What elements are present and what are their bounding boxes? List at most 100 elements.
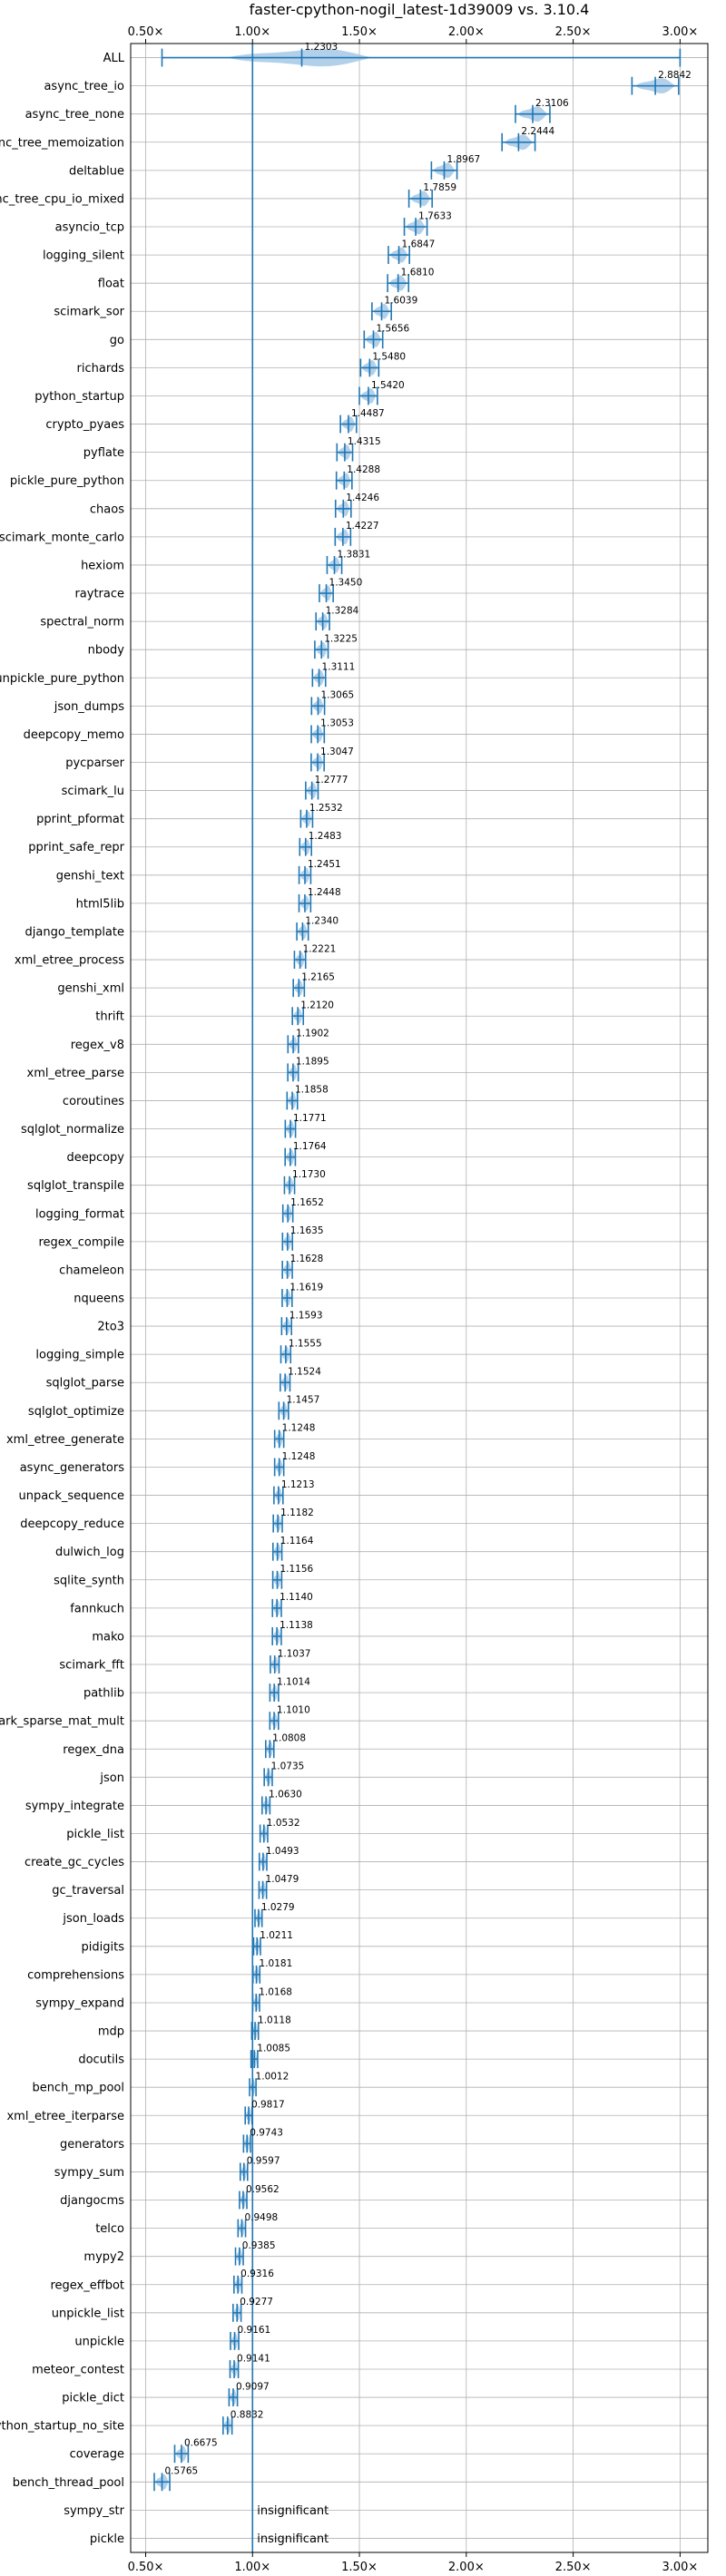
benchmark-label: deepcopy_memo: [24, 728, 124, 742]
benchmark-label: sympy_str: [64, 2504, 124, 2518]
benchmark-label: coroutines: [63, 1095, 124, 1108]
value-label: 1.5420: [371, 380, 405, 391]
plot-frame: [130, 43, 709, 2553]
value-label: 1.1764: [293, 1141, 327, 1152]
value-label: 1.1524: [288, 1367, 321, 1378]
value-label: 1.1858: [295, 1085, 329, 1096]
benchmark-label: html5lib: [76, 897, 124, 911]
benchmark-label: python_startup: [34, 390, 124, 404]
value-label: 2.3106: [535, 98, 569, 109]
grid-lines: [131, 44, 708, 2552]
benchmark-label: go: [110, 334, 124, 347]
value-label: 1.0479: [266, 1874, 299, 1885]
benchmark-label: async_generators: [20, 1461, 125, 1475]
benchmark-label: regex_effbot: [50, 2278, 124, 2292]
value-label: 1.1902: [296, 1029, 329, 1039]
value-label: 1.1037: [278, 1648, 311, 1659]
benchmark-label: deltablue: [69, 164, 124, 178]
benchmark-label: pickle: [90, 2532, 124, 2546]
benchmark-label: xml_etree_parse: [27, 1067, 124, 1080]
value-label: 0.9597: [247, 2156, 280, 2167]
value-label: 1.3225: [324, 633, 358, 644]
tick-label-top: 1.00×: [234, 25, 270, 39]
value-label: 1.3450: [329, 577, 363, 588]
benchmark-label: sqlite_synth: [54, 1574, 124, 1587]
benchmark-label: pycparser: [65, 756, 124, 770]
benchmark-label: sqlglot_parse: [46, 1377, 124, 1390]
benchmark-label: chaos: [90, 503, 124, 516]
benchmark-label: scimark_fft: [59, 1659, 124, 1673]
tick-label-bottom: 2.50×: [555, 2561, 592, 2574]
chart-title: faster-cpython-nogil_latest-1d39009 vs. …: [250, 1, 590, 19]
benchmark-label: regex_v8: [71, 1039, 124, 1052]
benchmark-label: async_tree_memoization: [0, 136, 124, 150]
benchmark-label: sympy_sum: [54, 2166, 124, 2180]
benchmark-label: unpickle: [74, 2335, 124, 2348]
benchmark-label: chameleon: [59, 1264, 124, 1277]
tick-label-bottom: 0.50×: [128, 2561, 164, 2574]
value-label: 0.9277: [240, 2297, 273, 2308]
benchmark-label: regex_compile: [38, 1235, 124, 1249]
benchmark-label: scimark_sor: [54, 306, 124, 319]
benchmark-label: scimark_sparse_mat_mult: [0, 1715, 124, 1729]
benchmark-label: sqlglot_transpile: [27, 1179, 124, 1193]
value-label: 1.1457: [287, 1395, 320, 1406]
value-label: 0.9316: [240, 2269, 274, 2279]
value-label: 1.1635: [290, 1225, 324, 1236]
benchmark-label: unpickle_pure_python: [0, 672, 124, 686]
benchmark-label: mypy2: [83, 2250, 124, 2264]
benchmark-label: pickle_pure_python: [10, 474, 124, 488]
value-label: 1.0012: [256, 2072, 289, 2083]
value-label: 2.2444: [521, 126, 554, 137]
value-label: 1.5480: [372, 352, 406, 363]
value-label: 1.6847: [402, 239, 436, 249]
value-label: 1.0181: [260, 1958, 293, 1969]
value-label: 1.6039: [385, 296, 418, 307]
value-label: 0.9141: [237, 2353, 270, 2364]
value-label: 0.9498: [244, 2212, 278, 2223]
value-label: 1.1182: [280, 1508, 314, 1518]
tick-label-bottom: 1.00×: [234, 2561, 270, 2574]
value-label: 1.0168: [259, 1986, 292, 1997]
benchmark-label: raytrace: [74, 588, 124, 601]
benchmark-label: nbody: [88, 644, 125, 658]
axis-ticks: 0.50× 0.50× 1.00× 1.00× 1.50× 1.50× 2.00× 2.00×…: [128, 25, 699, 2574]
benchmark-label: fannkuch: [70, 1602, 124, 1615]
benchmark-labels: ALL async_tree_io async_tree_none async_tre…: [0, 52, 125, 2546]
benchmark-label: python_startup_no_site: [0, 2420, 124, 2434]
value-label: 1.0493: [266, 1846, 299, 1857]
value-label: 1.1156: [280, 1564, 313, 1575]
benchmark-label: scimark_monte_carlo: [0, 531, 124, 544]
benchmark-label: async_tree_io: [44, 80, 124, 93]
benchmark-label: xml_etree_generate: [6, 1433, 124, 1447]
benchmark-label: dulwich_log: [55, 1546, 124, 1559]
benchmark-label: json_loads: [62, 1912, 124, 1926]
value-label: 1.2221: [303, 943, 337, 954]
benchmark-label: sympy_integrate: [25, 1800, 124, 1813]
value-labels: 1.2303 2.8842 2.3106 2.2444 1.8967 1.7859 1.76…: [165, 42, 692, 2546]
value-label: 1.2448: [308, 887, 341, 898]
value-label: 1.4487: [351, 408, 385, 419]
value-label: 1.3111: [322, 662, 356, 673]
benchmark-label: async_tree_none: [25, 108, 124, 122]
benchmark-label: sqlglot_normalize: [21, 1123, 124, 1137]
value-label: 1.1771: [293, 1113, 327, 1124]
value-label: 1.0808: [272, 1733, 306, 1744]
benchmark-label: coverage: [70, 2448, 124, 2462]
benchmark-label: deepcopy: [66, 1151, 124, 1165]
tick-label-bottom: 3.00×: [662, 2561, 698, 2574]
value-label: 1.4315: [348, 436, 381, 447]
benchmark-label: json_dumps: [54, 700, 124, 714]
value-label: 0.8832: [231, 2409, 264, 2420]
value-label: 1.1593: [289, 1310, 323, 1321]
value-label: 1.1652: [290, 1197, 324, 1208]
benchmark-label: gc_traversal: [52, 1884, 124, 1898]
tick-label-top: 1.50×: [341, 25, 378, 39]
benchmark-label: unpickle_list: [52, 2307, 124, 2320]
violins: [153, 48, 682, 2492]
benchmark-label: genshi_text: [56, 869, 124, 883]
benchmark-label: scimark_lu: [62, 785, 124, 798]
insignificant-label: insignificant: [257, 2504, 329, 2518]
benchmark-label: pathlib: [83, 1687, 124, 1701]
benchmark-label: thrift: [95, 1010, 124, 1024]
